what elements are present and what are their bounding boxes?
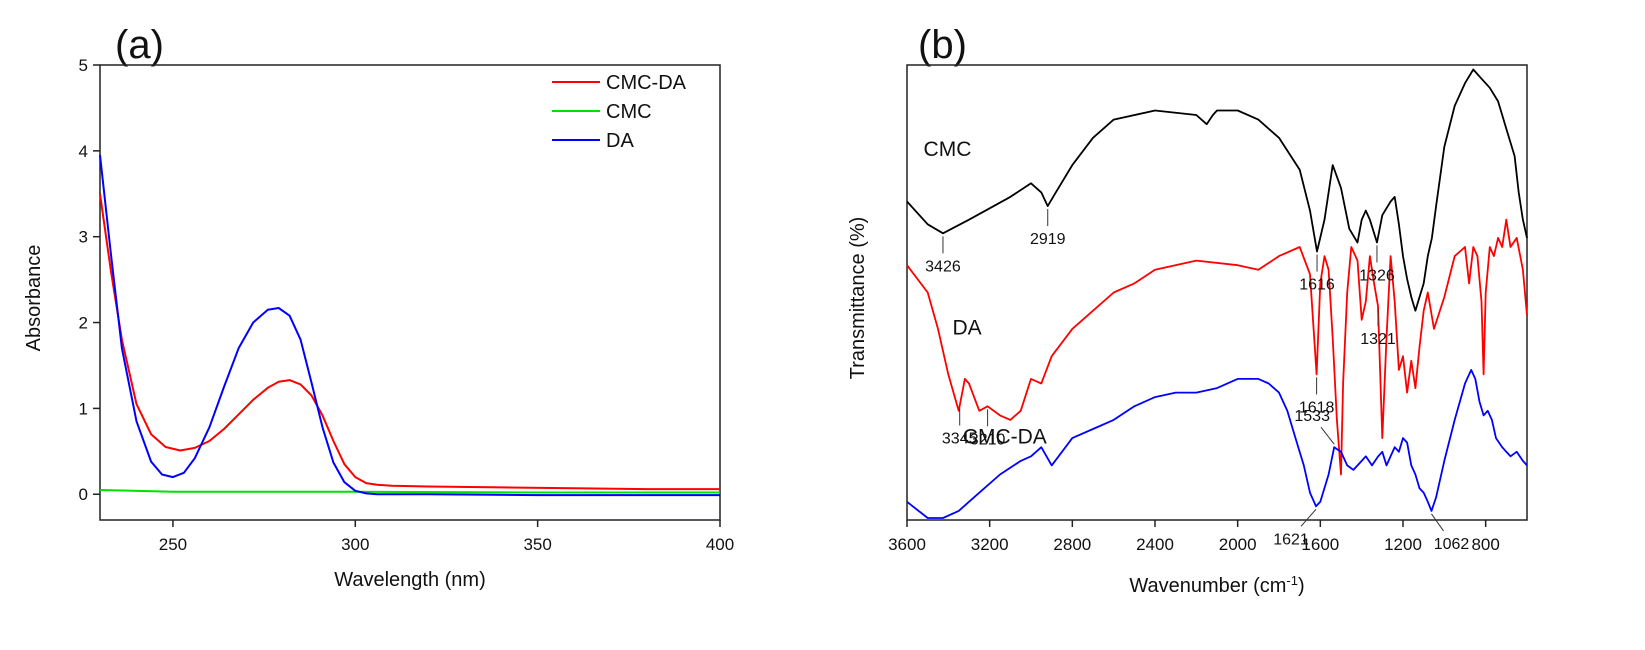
panel-b-x-tick-label: 2000 — [1219, 535, 1257, 554]
legend-label-da: DA — [606, 130, 634, 152]
series-label-cmc-da: CMC-DA — [963, 426, 1047, 449]
legend-label-cmc: CMC — [606, 101, 652, 123]
panel-a-legend: CMC-DA CMC DA — [552, 72, 687, 152]
panel-b-x-tick-label: 1600 — [1301, 535, 1339, 554]
legend-label-cmc-da: CMC-DA — [606, 72, 687, 94]
panel-b-x-axis-title: Wavenumber (cm-1) — [1129, 573, 1304, 598]
peak-label-3426: 3426 — [925, 258, 961, 275]
peak-label-1326: 1326 — [1359, 267, 1395, 284]
panel-a-y-tick-label: 5 — [79, 56, 88, 75]
panel-b-frame — [906, 64, 1528, 521]
peak-label-2919: 2919 — [1030, 231, 1066, 248]
panel-b-x-tick-label: 2800 — [1053, 535, 1091, 554]
peak-leader-line — [1300, 509, 1317, 527]
peak-label-1618: 1618 — [1299, 399, 1335, 416]
peak-label-1321: 1321 — [1360, 331, 1396, 348]
panel-a-label: (a) — [115, 23, 164, 67]
panel-b-x-tick-label: 2400 — [1136, 535, 1174, 554]
series-line-da — [906, 218, 1528, 476]
peak-label-1062: 1062 — [1434, 536, 1470, 553]
panel-a-x-tick-label: 300 — [341, 535, 369, 554]
panel-b-x-axis-title-main: Wavenumber (cm — [1129, 575, 1286, 597]
series-line-cmc — [99, 489, 720, 494]
peak-label-1616: 1616 — [1299, 277, 1335, 294]
peak-label-3345: 3345 — [942, 430, 978, 447]
panel-a-y-tick-label: 3 — [79, 228, 88, 247]
ftir-panel: (b) 3600 3200 2800 2400 2000 1600 1200 800 CMC D… — [847, 23, 1528, 598]
panel-a-y-tick-label: 4 — [79, 142, 88, 161]
series-line-cmc-da — [906, 369, 1528, 519]
panel-b-x-tick-label: 3200 — [971, 535, 1009, 554]
panel-a-x-tick-label: 250 — [159, 535, 187, 554]
panel-a-y-tick-label: 0 — [79, 485, 88, 504]
panel-a-y-tick-label: 1 — [79, 399, 88, 418]
panel-b-x-tick-label: 1200 — [1384, 535, 1422, 554]
panel-b-x-tick-label: 800 — [1471, 535, 1499, 554]
panel-a-x-tick-label: 400 — [706, 535, 734, 554]
panel-a-frame — [99, 64, 721, 521]
peak-leader-line — [1320, 426, 1335, 445]
peak-label-1533: 1533 — [1294, 408, 1330, 425]
panel-b-x-axis-title-close: ) — [1298, 575, 1305, 597]
panel-b-label: (b) — [918, 23, 967, 67]
series-label-da: DA — [952, 316, 981, 339]
panel-a-y-axis-title: Absorbance — [23, 245, 45, 352]
panel-a-y-tick-label: 2 — [79, 314, 88, 333]
uv-vis-panel: (a) 250 300 350 400 0 1 2 3 4 5 Wavelength (nm) A… — [23, 23, 734, 591]
series-label-cmc: CMC — [924, 138, 972, 161]
series-line-da — [99, 154, 720, 497]
panel-a-x-tick-label: 350 — [523, 535, 551, 554]
series-line-cmc — [906, 68, 1528, 312]
panel-b-x-axis-title-sup: -1 — [1286, 573, 1298, 588]
panel-a-x-axis-title: Wavelength (nm) — [334, 569, 486, 591]
peak-label-3210: 3210 — [970, 431, 1006, 448]
peak-label-1621: 1621 — [1273, 531, 1309, 548]
series-line-cmc-da — [99, 193, 720, 491]
panel-b-y-axis-title: Transmittance (%) — [847, 217, 869, 380]
peak-leader-line — [1431, 513, 1444, 532]
panel-b-x-tick-label: 3600 — [888, 535, 926, 554]
